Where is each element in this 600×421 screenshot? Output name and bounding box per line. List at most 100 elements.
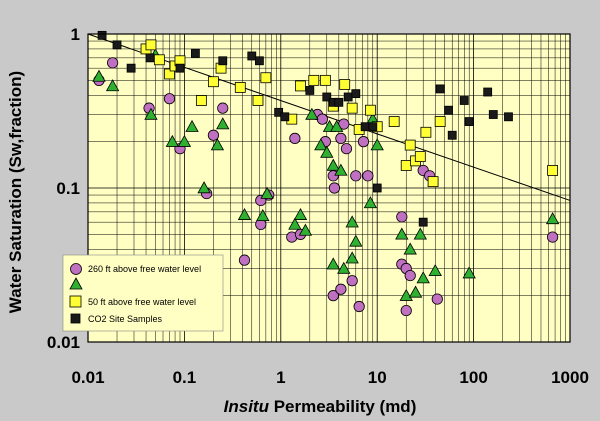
triangle-point (330, 119, 344, 132)
square-point (208, 76, 219, 88)
data-points (92, 30, 560, 317)
triangle-point (260, 186, 274, 199)
square-point (504, 112, 513, 122)
triangle-point (408, 285, 423, 298)
square-point (427, 176, 439, 188)
square-point (404, 139, 416, 151)
circle-point (396, 211, 408, 223)
circle-point (431, 293, 443, 305)
square-point (126, 63, 136, 73)
circle-point (400, 304, 412, 317)
circle-point (238, 254, 251, 266)
legend-box (62, 254, 224, 332)
square-point (447, 130, 457, 140)
square-point (164, 68, 175, 80)
tick-labels: 0.01 0.1 1 10 100 1000 1 0.1 0.01 (47, 25, 589, 387)
square-point (274, 107, 284, 117)
square-point (444, 105, 453, 115)
legend-black-square-marker (70, 313, 81, 324)
y-tick-label-2: 0.01 (47, 333, 80, 352)
legend-label-0: 260 ft above free water level (88, 264, 201, 274)
square-point (112, 40, 122, 50)
square-point (195, 95, 207, 106)
circle-point (353, 300, 365, 313)
triangle-point (413, 227, 427, 240)
square-point (420, 126, 432, 138)
triangle-point (165, 134, 180, 147)
square-point (547, 165, 559, 176)
circle-point (107, 57, 119, 69)
x-tick-label-5: 1000 (551, 368, 589, 387)
x-axis-label-rest: Permeability (md) (269, 397, 416, 416)
square-point (400, 160, 412, 171)
circle-point (362, 170, 374, 182)
x-tick-label-4: 100 (459, 368, 487, 387)
square-point (372, 183, 382, 193)
circle-point (328, 182, 341, 194)
circle-point (404, 269, 416, 282)
circle-point (335, 283, 347, 295)
circle-point (357, 136, 370, 148)
square-point (351, 89, 361, 99)
triangle-point (370, 138, 384, 151)
square-point (368, 122, 378, 132)
legend-yellow-square-marker (69, 295, 82, 308)
triangle-point (345, 215, 359, 228)
x-tick-label-2: 1 (276, 368, 285, 387)
triangle-point (326, 257, 340, 270)
circle-point (350, 170, 362, 182)
triangle-point (462, 266, 476, 279)
square-point (464, 117, 474, 126)
square-point (255, 56, 264, 66)
circle-point (335, 132, 347, 144)
square-point (343, 92, 353, 102)
triangle-point (177, 134, 192, 147)
circle-point (217, 102, 229, 114)
y-tick-label-0: 1 (71, 25, 80, 44)
square-point (280, 112, 290, 122)
triangle-point (395, 227, 409, 240)
triangle-point (197, 181, 211, 194)
square-point (247, 51, 257, 61)
square-point (234, 82, 246, 93)
triangle-point (337, 261, 351, 274)
square-point (295, 80, 306, 92)
series-1 (92, 48, 560, 301)
triangle-point (428, 263, 442, 276)
triangle-point (298, 223, 313, 236)
y-tick-label-1: 0.1 (56, 179, 80, 198)
square-point (190, 48, 200, 58)
square-point (334, 97, 344, 107)
circle-point (547, 231, 559, 243)
circle-point (289, 132, 301, 144)
square-point (322, 92, 332, 102)
square-point (435, 84, 445, 94)
triangle-point (216, 117, 230, 130)
x-axis-label-italic: Insitu (224, 397, 270, 416)
triangle-point (334, 163, 348, 176)
plot-border (87, 33, 571, 343)
triangle-point (403, 242, 417, 255)
legend-label-2: 50 ft above free water level (88, 297, 196, 307)
triangle-point (256, 208, 270, 221)
square-point (218, 56, 228, 66)
circle-point (327, 290, 339, 302)
series-0 (93, 57, 559, 317)
square-point (388, 116, 400, 127)
square-point (319, 74, 331, 86)
circle-point (207, 129, 220, 141)
triangle-point (288, 217, 302, 230)
legend-circle-marker (70, 263, 82, 275)
legend-label-3: CO2 Site Samples (88, 314, 163, 324)
circle-point (316, 113, 328, 125)
square-point (418, 217, 428, 227)
square-point (364, 104, 376, 116)
triangle-point (399, 288, 413, 301)
x-tick-label-3: 10 (368, 368, 387, 387)
square-point (175, 63, 185, 73)
triangle-point (305, 107, 319, 120)
triangle-point (314, 138, 328, 151)
square-point (459, 96, 469, 105)
triangle-point (545, 212, 560, 225)
